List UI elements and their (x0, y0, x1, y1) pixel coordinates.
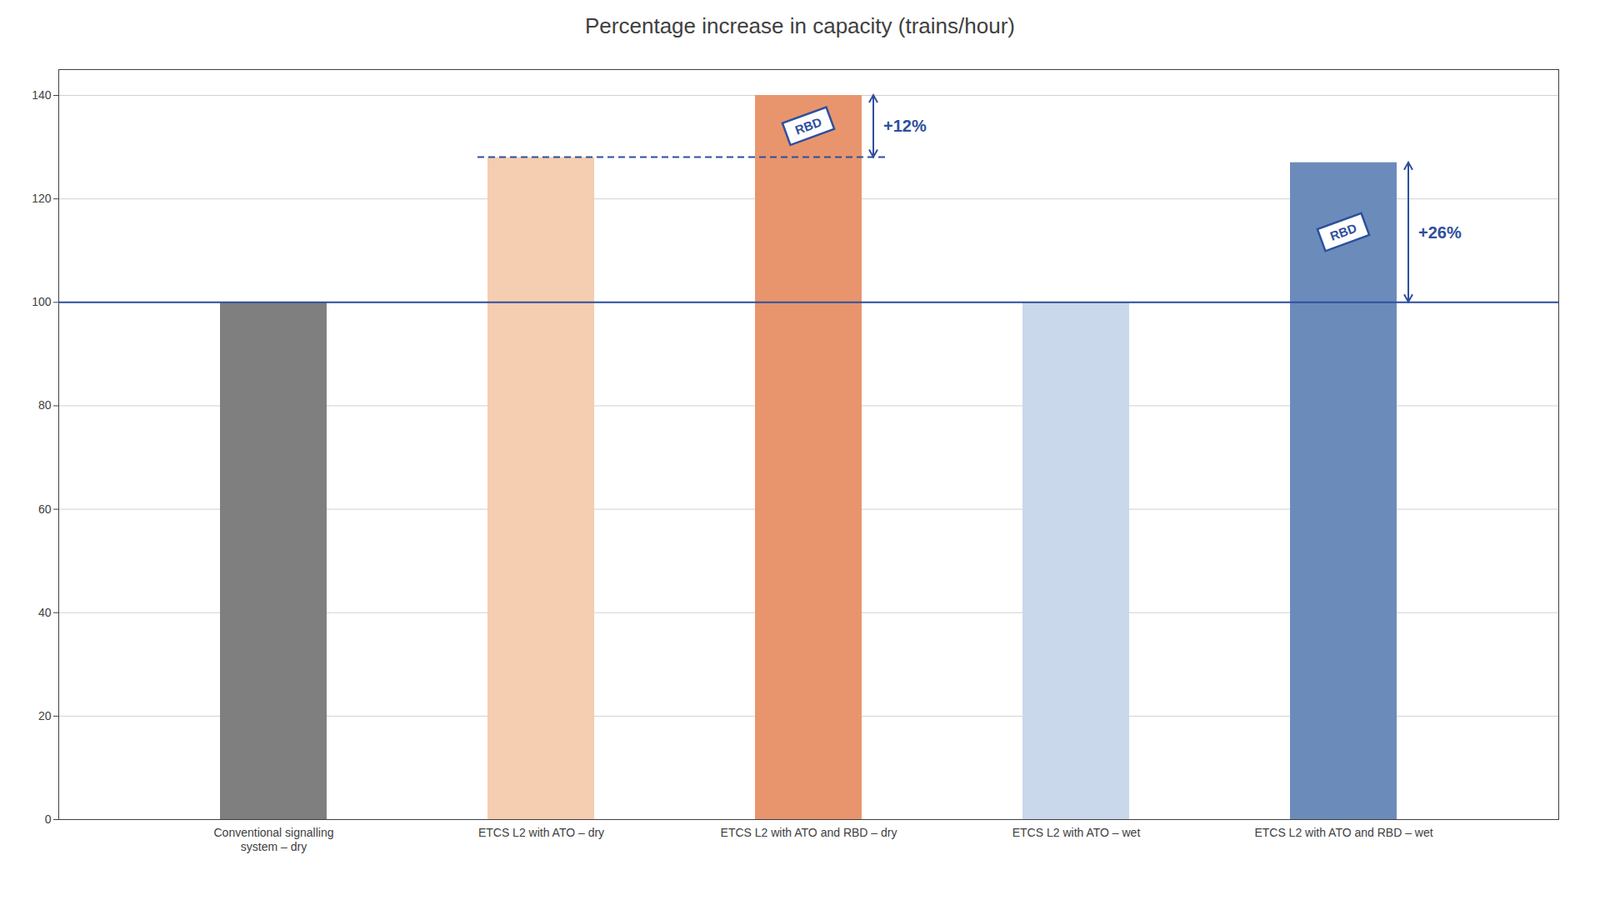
svg-text:20: 20 (38, 709, 52, 723)
svg-text:40: 40 (38, 605, 52, 620)
svg-text:+26%: +26% (1418, 223, 1462, 242)
svg-text:100: 100 (31, 295, 52, 309)
html-text:Percentage increase in capacit: Percentage increase in capacity (trains/… (585, 13, 1015, 39)
svg-text:0: 0 (45, 812, 52, 826)
svg-text:80: 80 (38, 398, 52, 412)
svg-text:140: 140 (31, 88, 52, 102)
svg-text:Conventional signallingsystem: Conventional signallingsystem – dry (214, 825, 335, 854)
svg-text:+12%: +12% (883, 116, 927, 135)
svg-text:120: 120 (31, 191, 52, 205)
svg-text:ETCS L2 with ATO – wet: ETCS L2 with ATO – wet (1012, 825, 1141, 840)
svg-text:ETCS L2 with ATO and RBD – dry: ETCS L2 with ATO and RBD – dry (720, 825, 898, 840)
svg-text:ETCS L2 with ATO and RBD – wet: ETCS L2 with ATO and RBD – wet (1254, 825, 1433, 840)
svg-text:RBD: RBD (793, 114, 825, 137)
svg-text:ETCS L2 with ATO – dry: ETCS L2 with ATO – dry (478, 825, 605, 840)
svg-text:60: 60 (38, 502, 52, 516)
svg-text:RBD: RBD (1328, 220, 1360, 244)
